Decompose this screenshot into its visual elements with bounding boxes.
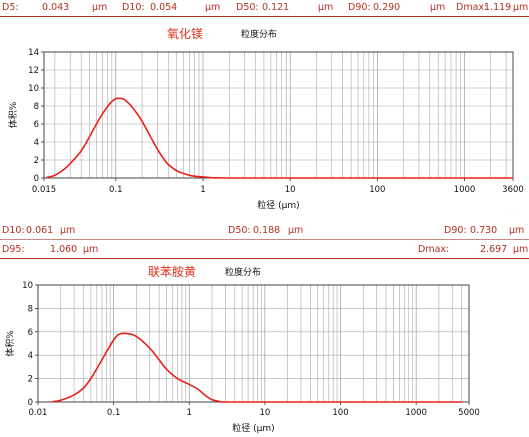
plot-area [44, 52, 513, 178]
stat2-d90-label: D90: [444, 225, 467, 236]
stat2-d50-unit: μm [288, 225, 304, 236]
stat2-d10-unit: μm [60, 225, 76, 236]
x-tick-label: 3600 [502, 185, 524, 195]
x-tick-label: 1000 [405, 408, 427, 418]
distribution-curve [51, 332, 462, 403]
x-tick-label: 5000 [458, 408, 480, 418]
y-tick-label: 4 [28, 351, 33, 361]
y-tick-label: 0 [28, 398, 33, 408]
stat2-d10-value: 0.061 [26, 225, 54, 236]
stat-d90-value: 0.290 [373, 2, 401, 13]
y-tick-label: 8 [34, 102, 39, 112]
y-tick-label: 0 [34, 174, 39, 184]
y-tick-label: 4 [34, 138, 39, 148]
y-axis-label: 体积% [4, 330, 16, 357]
stat-d50-label: D50: [236, 2, 259, 13]
stat-d90-label: D90: [348, 2, 371, 13]
stat-dmax-label: Dmax: [456, 2, 488, 13]
stat-dmax-value: 1.119 [484, 2, 512, 13]
stat-d5-value: 0.043 [42, 2, 70, 13]
chart-magnesium-oxide: 氧化镁 粒度分布 0 2 4 6 8 10 12 14 0.015 0.1 1 10 100 1000 3600… [7, 27, 524, 211]
stat2-d90-unit: μm [509, 225, 525, 236]
x-tick-label: 100 [332, 408, 348, 418]
y-tick-label: 6 [34, 120, 39, 130]
top-stats-rule [0, 16, 529, 17]
bottom-stats-rule-2 [0, 258, 529, 259]
y-tick-label: 6 [28, 328, 33, 338]
x-axis-label: 粒径 (μm) [232, 422, 274, 434]
bottom-stats-row-2: D95: 1.060 μm Dmax: 2.697 μm [0, 242, 529, 258]
y-tick-label: 14 [28, 48, 39, 58]
stat2-d50-label: D50: [228, 225, 251, 236]
y-tick-label: 12 [28, 66, 39, 76]
y-axis-label: 体积% [7, 101, 19, 128]
stat-d10-label: D10: [122, 2, 145, 13]
stat-dmax-unit: μm [513, 2, 529, 13]
x-tick-label: 1 [200, 185, 205, 195]
stat-d50-unit: μm [318, 2, 334, 13]
x-tick-label: 10 [285, 185, 296, 195]
stat2-dmax-unit: μm [513, 244, 529, 255]
stat2-dmax-label: Dmax: [418, 244, 450, 255]
stat2-dmax-value: 2.697 [480, 244, 508, 255]
x-tick-label: 1000 [454, 185, 476, 195]
x-tick-label: 10 [259, 408, 270, 418]
stat-d5-label: D5: [2, 2, 19, 13]
x-tick-label: 1 [187, 408, 192, 418]
version-stamp: ······ [509, 209, 516, 213]
y-tick-label: 8 [28, 304, 33, 314]
x-tick-label: 0.1 [107, 408, 121, 418]
stat2-d90-value: 0.730 [470, 225, 498, 236]
stat2-d95-unit: μm [83, 244, 99, 255]
y-tick-label: 10 [22, 281, 33, 291]
chart-benzidine-yellow: 联苯胺黄 粒度分布 0 2 4 6 8 10 0.01 0.1 1 10 100 1000 5000 粒径 (… [4, 265, 480, 434]
distribution-curve [46, 97, 513, 179]
chart-title: 粒度分布 [241, 28, 277, 40]
y-tick-label: 10 [28, 84, 39, 94]
stat2-d95-label: D95: [2, 244, 25, 255]
stat-d10-unit: μm [205, 2, 221, 13]
x-tick-label: 0.01 [29, 408, 48, 418]
bottom-stats-rule-1 [0, 239, 529, 240]
x-axis-label: 粒径 (μm) [257, 199, 299, 211]
plot-area [38, 285, 469, 402]
stat-d5-unit: μm [92, 2, 108, 13]
stat-d90-unit: μm [430, 2, 446, 13]
bottom-stats-row-1: D10: 0.061 μm D50: 0.188 μm D90: 0.730 μ… [0, 223, 529, 239]
stat-d10-value: 0.054 [150, 2, 178, 13]
top-stats-row: D5: 0.043 μm D10: 0.054 μm D50: 0.121 μm… [0, 0, 529, 16]
stat2-d10-label: D10: [2, 225, 25, 236]
x-tick-label: 0.015 [32, 185, 56, 195]
stat-d50-value: 0.121 [262, 2, 290, 13]
x-tick-label: 100 [369, 185, 385, 195]
chart-title: 粒度分布 [225, 266, 261, 278]
y-tick-label: 2 [28, 375, 33, 385]
x-tick-label: 0.1 [109, 185, 123, 195]
stat2-d95-value: 1.060 [50, 244, 78, 255]
y-tick-label: 2 [34, 156, 39, 166]
stat2-d50-value: 0.188 [253, 225, 281, 236]
sample-name-label: 氧化镁 [167, 27, 203, 41]
sample-name-label: 联苯胺黄 [148, 265, 196, 279]
